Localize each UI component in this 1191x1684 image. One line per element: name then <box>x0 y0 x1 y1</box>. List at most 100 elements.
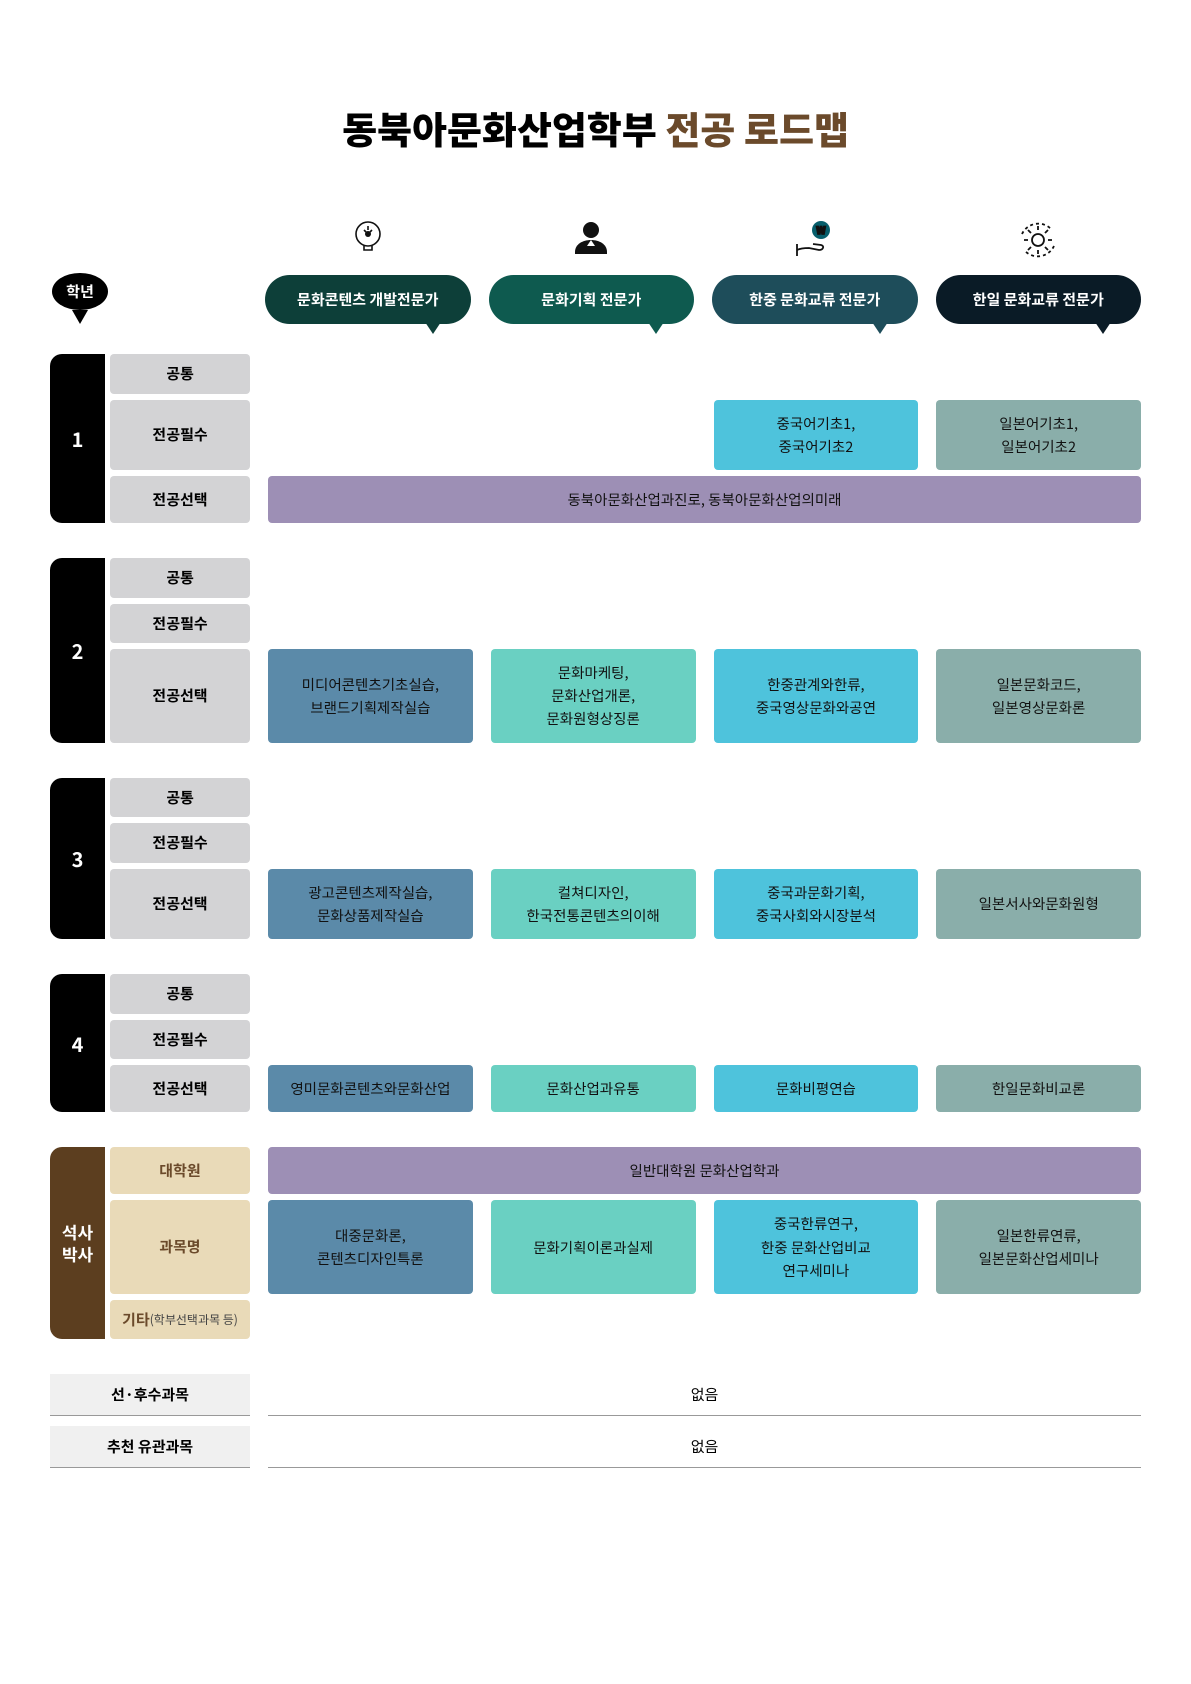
cell <box>268 400 473 470</box>
cell: 광고콘텐츠제작실습, 문화상품제작실습 <box>268 869 473 939</box>
cells <box>268 604 1141 644</box>
year-num: 1 <box>50 354 105 523</box>
hand-coin-icon: W <box>790 215 840 265</box>
cell <box>268 354 473 394</box>
row-label-etc-sub: (학부선택과목 등) <box>150 1312 238 1328</box>
cells <box>268 558 1141 598</box>
row-elective: 전공선택영미문화콘텐츠와문화산업문화산업과유통문화비평연습한일문화비교론 <box>110 1065 1141 1112</box>
cell <box>491 823 696 863</box>
track-headers: 문화콘텐츠 개발전문가 문화기획 전문가 W 한중 문화교류 전문가 한일 문화… <box>265 215 1141 324</box>
cell: 컬쳐디자인, 한국전통콘텐츠의이해 <box>491 869 696 939</box>
cell: 일본어기초1, 일본어기초2 <box>936 400 1141 470</box>
gear-cycle-icon <box>1013 215 1063 265</box>
title-accent: 전공 로드맵 <box>665 100 849 155</box>
row-common: 공통 <box>110 558 1141 598</box>
page-title: 동북아문화산업학부 전공 로드맵 <box>50 100 1141 155</box>
track-3: W 한중 문화교류 전문가 <box>712 215 918 324</box>
year-header-label: 학년 <box>52 273 108 310</box>
cell <box>268 1020 473 1060</box>
cell <box>714 354 919 394</box>
cell: 중국한류연구, 한중 문화산업비교 연구세미나 <box>714 1200 919 1294</box>
year-block-1: 1공통전공필수 중국어기초1, 중국어기초2일본어기초1, 일본어기초2 전공선택 동… <box>50 354 1141 523</box>
grad-num: 석사 박사 <box>50 1147 105 1339</box>
rows-col: 공통전공필수 중국어기초1, 중국어기초2일본어기초1, 일본어기초2 전공선택 동북… <box>110 354 1141 523</box>
cell <box>936 604 1141 644</box>
row-label-elective: 전공선택 <box>110 869 250 939</box>
cell: 문화산업과유통 <box>491 1065 696 1112</box>
cell: 영미문화콘텐츠와문화산업 <box>268 1065 473 1112</box>
person-icon <box>566 215 616 265</box>
row-label-common: 공통 <box>110 558 250 598</box>
track-2-label: 문화기획 전문가 <box>489 275 695 324</box>
cell: 중국어기초1, 중국어기초2 <box>714 400 919 470</box>
cell <box>936 823 1141 863</box>
track-3-label: 한중 문화교류 전문가 <box>712 275 918 324</box>
cell <box>714 778 919 818</box>
year-num: 2 <box>50 558 105 743</box>
year-num: 4 <box>50 974 105 1112</box>
row-label-required: 전공필수 <box>110 1020 250 1060</box>
row-label-elective: 전공선택 <box>110 476 250 523</box>
cell <box>714 604 919 644</box>
svg-text:W: W <box>816 222 825 237</box>
row-elective: 전공선택미디어콘텐츠기초실습, 브랜드기획제작실습문화마케팅, 문화산업개론, … <box>110 649 1141 743</box>
cell: 중국과문화기획, 중국사회와시장분석 <box>714 869 919 939</box>
cell: 미디어콘텐츠기초실습, 브랜드기획제작실습 <box>268 649 473 743</box>
row-required: 전공필수 <box>110 823 1141 863</box>
row-label-common: 공통 <box>110 974 250 1014</box>
cell <box>268 974 473 1014</box>
cell-span4: 동북아문화산업과진로, 동북아문화산업의미래 <box>268 476 1141 523</box>
year-block-4: 4공통전공필수전공선택영미문화콘텐츠와문화산업문화산업과유통문화비평연습한일문화… <box>50 974 1141 1112</box>
cell <box>936 354 1141 394</box>
track-2: 문화기획 전문가 <box>489 215 695 324</box>
cells <box>268 354 1141 394</box>
row-label-common: 공통 <box>110 354 250 394</box>
row-label-etc: 기타(학부선택과목 등) <box>110 1300 250 1340</box>
cells <box>268 974 1141 1014</box>
cells <box>268 1020 1141 1060</box>
year-pin-icon <box>72 310 88 324</box>
cell <box>491 974 696 1014</box>
footer-row-1: 선·후수과목 없음 <box>50 1374 1141 1416</box>
cell <box>936 974 1141 1014</box>
row-label-required: 전공필수 <box>110 823 250 863</box>
row-label-etc-main: 기타 <box>122 1310 150 1330</box>
cell <box>268 778 473 818</box>
cell <box>491 604 696 644</box>
title-main: 동북아문화산업학부 <box>342 100 665 155</box>
track-4-label: 한일 문화교류 전문가 <box>936 275 1142 324</box>
cell: 한중관계와한류, 중국영상문화와공연 <box>714 649 919 743</box>
footer-label-2: 추천 유관과목 <box>50 1426 250 1468</box>
year-blocks: 1공통전공필수중국어기초1, 중국어기초2일본어기초1, 일본어기초2전공선택동… <box>50 354 1141 1112</box>
lightbulb-head-icon <box>343 215 393 265</box>
cell <box>491 400 696 470</box>
year-block-3: 3공통전공필수전공선택광고콘텐츠제작실습, 문화상품제작실습컬쳐디자인, 한국전… <box>50 778 1141 939</box>
cell <box>491 1300 696 1340</box>
footer-row-2: 추천 유관과목 없음 <box>50 1426 1141 1468</box>
row-common: 공통 <box>110 974 1141 1014</box>
track-4: 한일 문화교류 전문가 <box>936 215 1142 324</box>
year-block-grad: 석사 박사대학원일반대학원 문화산업학과과목명대중문화론, 콘텐츠디자인특론문화… <box>50 1147 1141 1339</box>
row-label-required: 전공필수 <box>110 400 250 470</box>
year-header-pin: 학년 <box>50 273 110 324</box>
header-row: 학년 문화콘텐츠 개발전문가 문화기획 전문가 W 한중 문화교류 전문가 <box>50 215 1141 324</box>
cells: 대중문화론, 콘텐츠디자인특론문화기획이론과실제중국한류연구, 한중 문화산업비… <box>268 1200 1141 1294</box>
cells: 동북아문화산업과진로, 동북아문화산업의미래 <box>268 476 1141 523</box>
year-block-2: 2공통전공필수전공선택미디어콘텐츠기초실습, 브랜드기획제작실습문화마케팅, 문… <box>50 558 1141 743</box>
grad-block: 석사 박사대학원일반대학원 문화산업학과과목명대중문화론, 콘텐츠디자인특론문화… <box>50 1147 1141 1339</box>
row-label-course: 과목명 <box>110 1200 250 1294</box>
row-required: 전공필수 중국어기초1, 중국어기초2일본어기초1, 일본어기초2 <box>110 400 1141 470</box>
cell-span4: 일반대학원 문화산업학과 <box>268 1147 1141 1194</box>
cell <box>268 1300 473 1340</box>
cells: 영미문화콘텐츠와문화산업문화산업과유통문화비평연습한일문화비교론 <box>268 1065 1141 1112</box>
cell <box>268 558 473 598</box>
cell <box>714 1020 919 1060</box>
cell <box>491 354 696 394</box>
cell <box>268 823 473 863</box>
track-1-label: 문화콘텐츠 개발전문가 <box>265 275 471 324</box>
row-required: 전공필수 <box>110 1020 1141 1060</box>
row-common: 공통 <box>110 778 1141 818</box>
row-label-required: 전공필수 <box>110 604 250 644</box>
cell <box>714 823 919 863</box>
cells: 광고콘텐츠제작실습, 문화상품제작실습 컬쳐디자인, 한국전통콘텐츠의이해 중국과문… <box>268 869 1141 939</box>
